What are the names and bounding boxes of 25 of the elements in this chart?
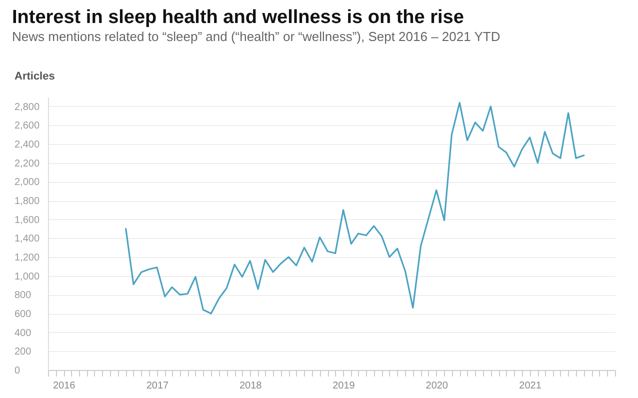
y-tick-label: 2,000	[14, 177, 40, 188]
y-tick-label: 0	[14, 366, 20, 376]
y-axis-title: Articles	[14, 70, 55, 82]
y-tick-label: 1,000	[14, 271, 40, 282]
x-tick-label: 2020	[426, 380, 448, 392]
y-tick-label: 2,600	[14, 120, 40, 132]
y-tick-label: 1,200	[14, 252, 40, 264]
y-tick-label: 400	[14, 328, 32, 339]
x-tick-label: 2017	[146, 380, 170, 392]
x-tick-label: 2021	[519, 380, 542, 392]
y-tick-label: 800	[14, 290, 32, 302]
line-series	[125, 102, 585, 314]
y-tick-label: 1,800	[14, 196, 40, 208]
y-tick-label: 2,200	[14, 158, 40, 170]
y-tick-label: 2,800	[14, 102, 40, 113]
y-tick-label: 200	[14, 346, 32, 358]
y-tick-label: 1,400	[14, 234, 40, 245]
x-tick-label: 2016	[52, 380, 76, 392]
y-tick-label: 600	[14, 309, 32, 320]
x-tick-label: 2018	[239, 380, 262, 392]
x-tick-label: 2019	[332, 380, 356, 392]
y-tick-label: 2,400	[14, 140, 40, 151]
chart-subtitle: News mentions related to “sleep” and (“health” or “wellness”), Sept 2016 – 2021 YTD	[12, 29, 500, 44]
chart-title: Interest in sleep health and wellness is on the rise	[12, 7, 464, 28]
y-tick-label: 1,600	[14, 214, 40, 226]
